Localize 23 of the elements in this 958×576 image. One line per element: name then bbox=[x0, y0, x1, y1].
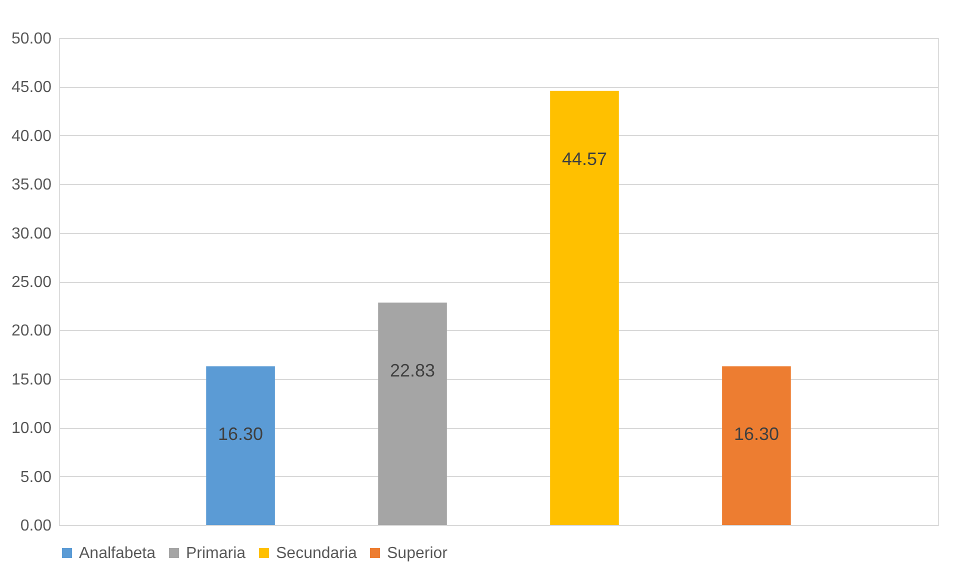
data-label: 16.30 bbox=[734, 424, 779, 444]
legend-label: Secundaria bbox=[276, 545, 358, 562]
y-tick-label: 30.00 bbox=[11, 225, 52, 242]
bar bbox=[722, 366, 791, 525]
data-label: 22.83 bbox=[390, 360, 436, 381]
y-tick-label: 20.00 bbox=[11, 322, 52, 340]
legend-label: Superior bbox=[387, 545, 448, 562]
data-label: 44.57 bbox=[562, 148, 608, 169]
data-label: 16.30 bbox=[218, 424, 264, 444]
y-tick-label: 0.00 bbox=[20, 518, 52, 534]
y-tick-label: 35.00 bbox=[11, 176, 52, 194]
bar bbox=[206, 366, 275, 525]
y-tick-label: 25.00 bbox=[11, 274, 52, 291]
legend-label: Primaria bbox=[186, 545, 246, 562]
y-tick-label: 15.00 bbox=[11, 371, 52, 388]
bar bbox=[378, 302, 447, 525]
y-tick-label: 45.00 bbox=[11, 79, 52, 96]
legend-label: Analfabeta bbox=[79, 545, 156, 562]
y-tick-label: 10.00 bbox=[11, 420, 52, 438]
y-tick-label: 50.00 bbox=[11, 30, 52, 48]
y-tick-label: 5.00 bbox=[20, 468, 52, 486]
y-tick-label: 40.00 bbox=[11, 128, 52, 145]
bar bbox=[550, 90, 619, 525]
